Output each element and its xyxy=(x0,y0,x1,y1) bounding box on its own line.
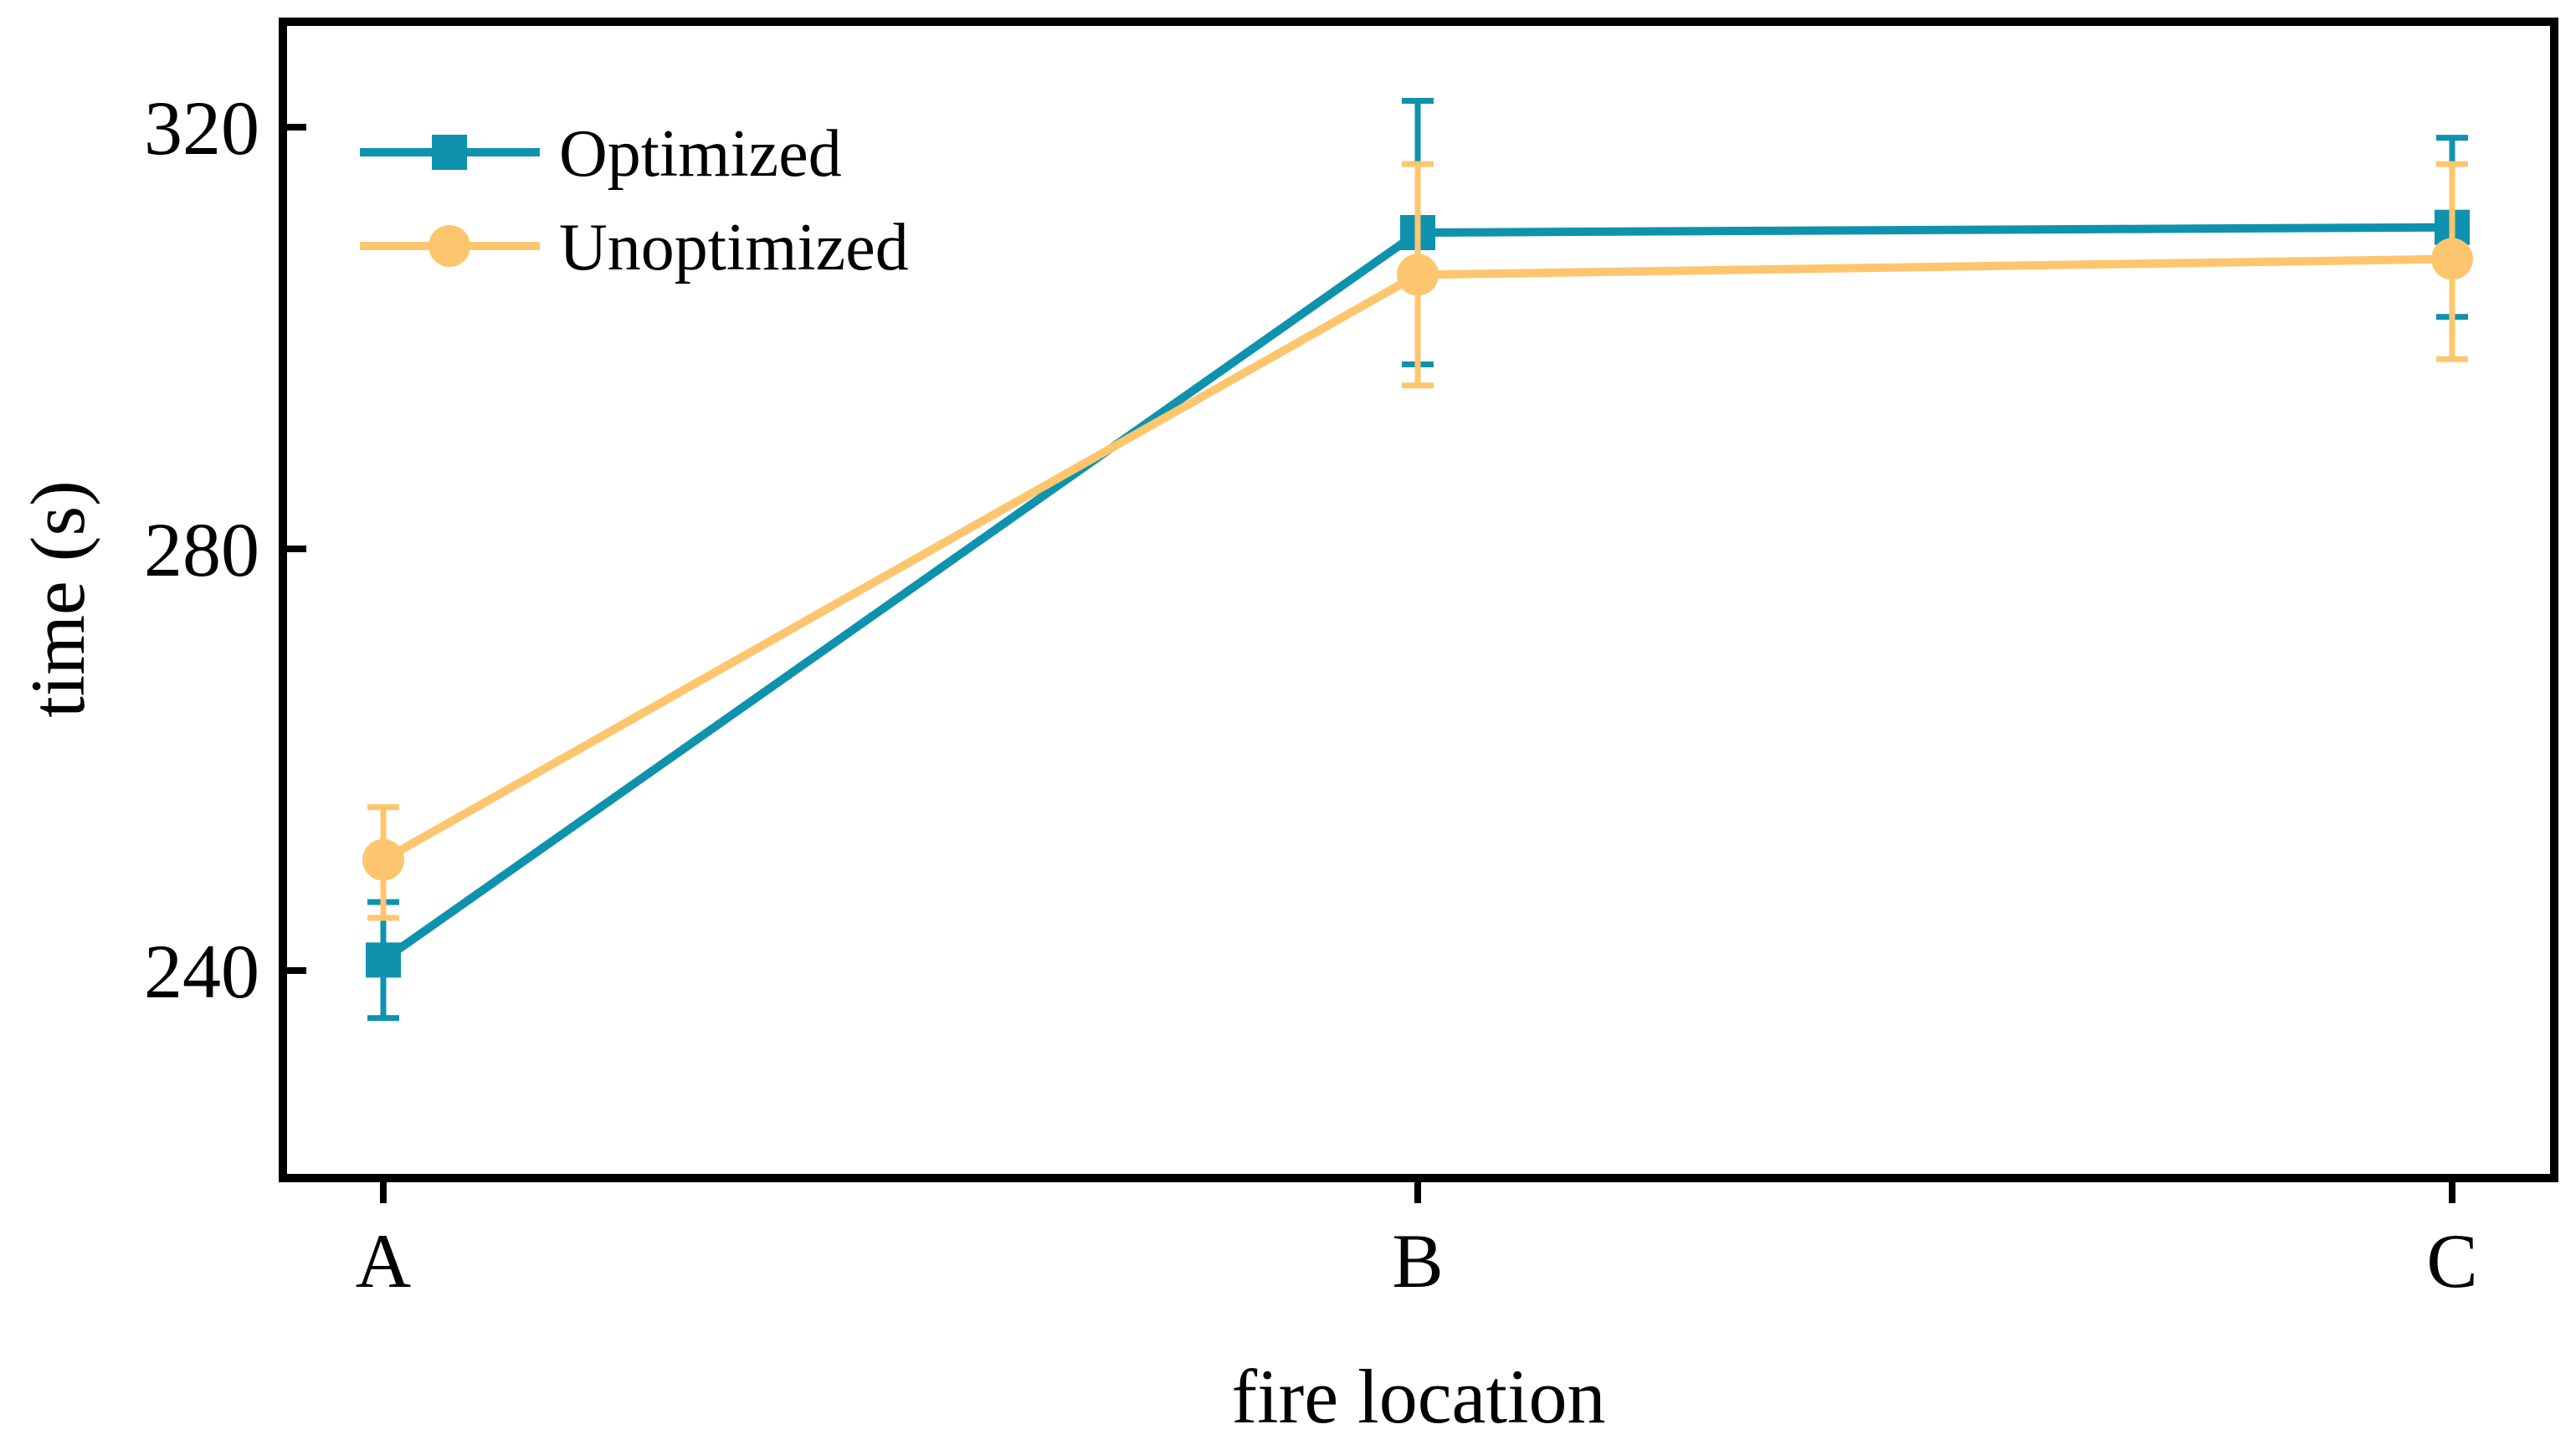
point-unoptimized-B xyxy=(1397,254,1439,296)
point-unoptimized-A xyxy=(362,838,404,881)
y-axis-title: time (s) xyxy=(15,480,100,718)
y-tick-label-280: 280 xyxy=(144,507,259,592)
legend-marker-optimized xyxy=(432,135,467,170)
legend-label-unoptimized: Unoptimized xyxy=(559,211,909,284)
legend-item-optimized: Optimized xyxy=(360,117,842,191)
point-unoptimized-C xyxy=(2431,238,2473,280)
x-tick-label-B: B xyxy=(1392,1218,1443,1304)
y-tick-label-320: 320 xyxy=(144,85,259,171)
x-axis-title: fire location xyxy=(1231,1354,1605,1439)
x-tick-label-A: A xyxy=(356,1218,411,1304)
x-tick-label-C: C xyxy=(2426,1218,2477,1304)
y-tick-label-240: 240 xyxy=(144,929,259,1014)
series-unoptimized xyxy=(362,161,2473,921)
legend-marker-unoptimized xyxy=(428,225,470,267)
legend-item-unoptimized: Unoptimized xyxy=(360,211,909,284)
legend-label-optimized: Optimized xyxy=(559,117,842,191)
point-optimized-A xyxy=(366,942,401,978)
